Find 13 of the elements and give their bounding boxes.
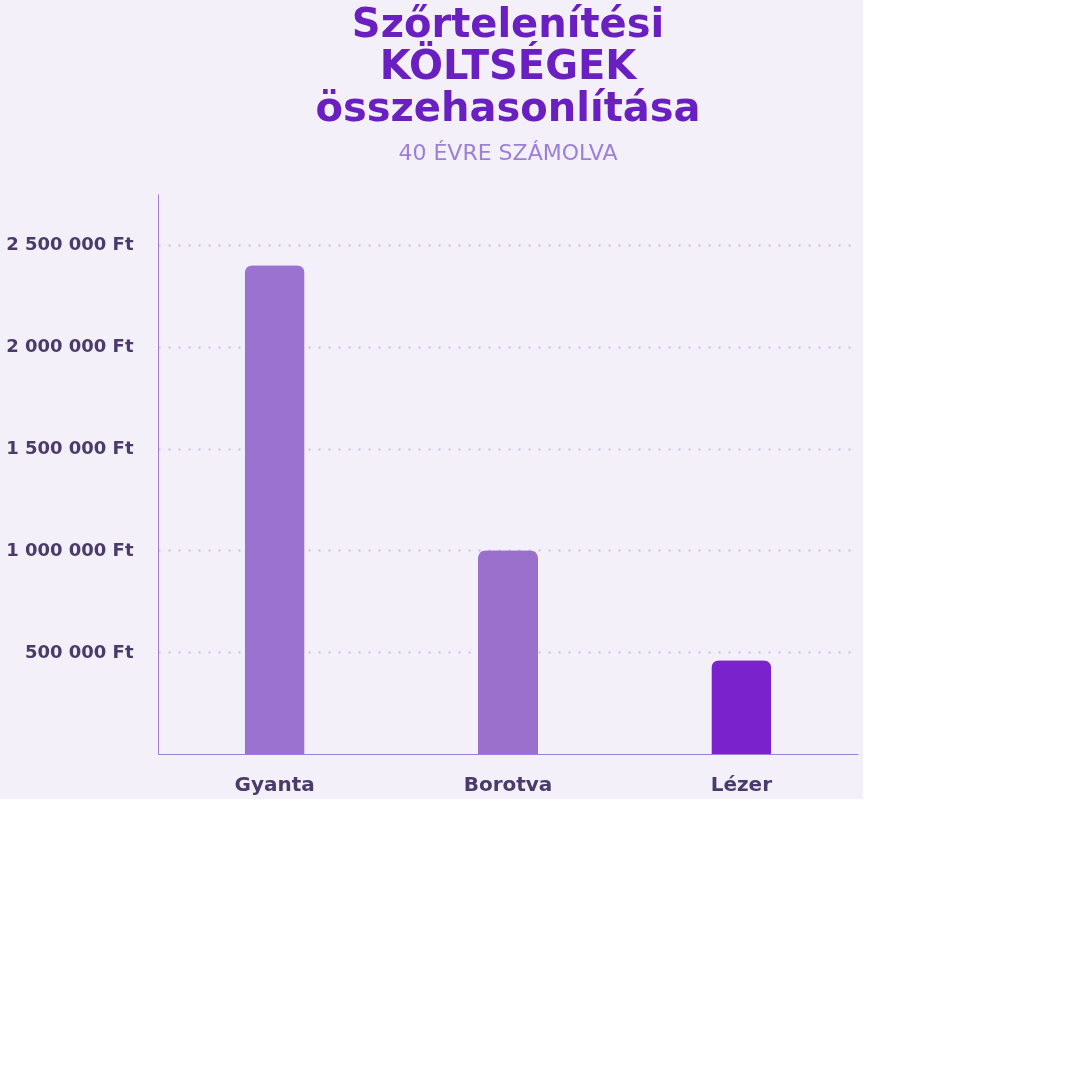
- y-tick-label: 500 000 Ft: [24, 640, 134, 662]
- y-tick-label: 2 000 000 Ft: [6, 335, 134, 357]
- y-tick-label: 1 000 000 Ft: [6, 538, 134, 560]
- x-tick-label: Borotva: [463, 771, 553, 796]
- x-tick-label: Lézer: [710, 771, 773, 796]
- bar: [478, 550, 538, 754]
- bar: [711, 660, 772, 754]
- x-tick-label: Gyanta: [234, 771, 315, 796]
- chart-title: Szőrtelenítési KÖLTSÉGEK összehasonlítása: [315, 0, 701, 130]
- y-tick-label: 2 500 000 Ft: [6, 233, 134, 255]
- chart-subtitle: 40 ÉVRE SZÁMOLVA: [398, 140, 618, 165]
- y-tick-label: 1 500 000 Ft: [6, 437, 134, 459]
- bar: [244, 265, 305, 754]
